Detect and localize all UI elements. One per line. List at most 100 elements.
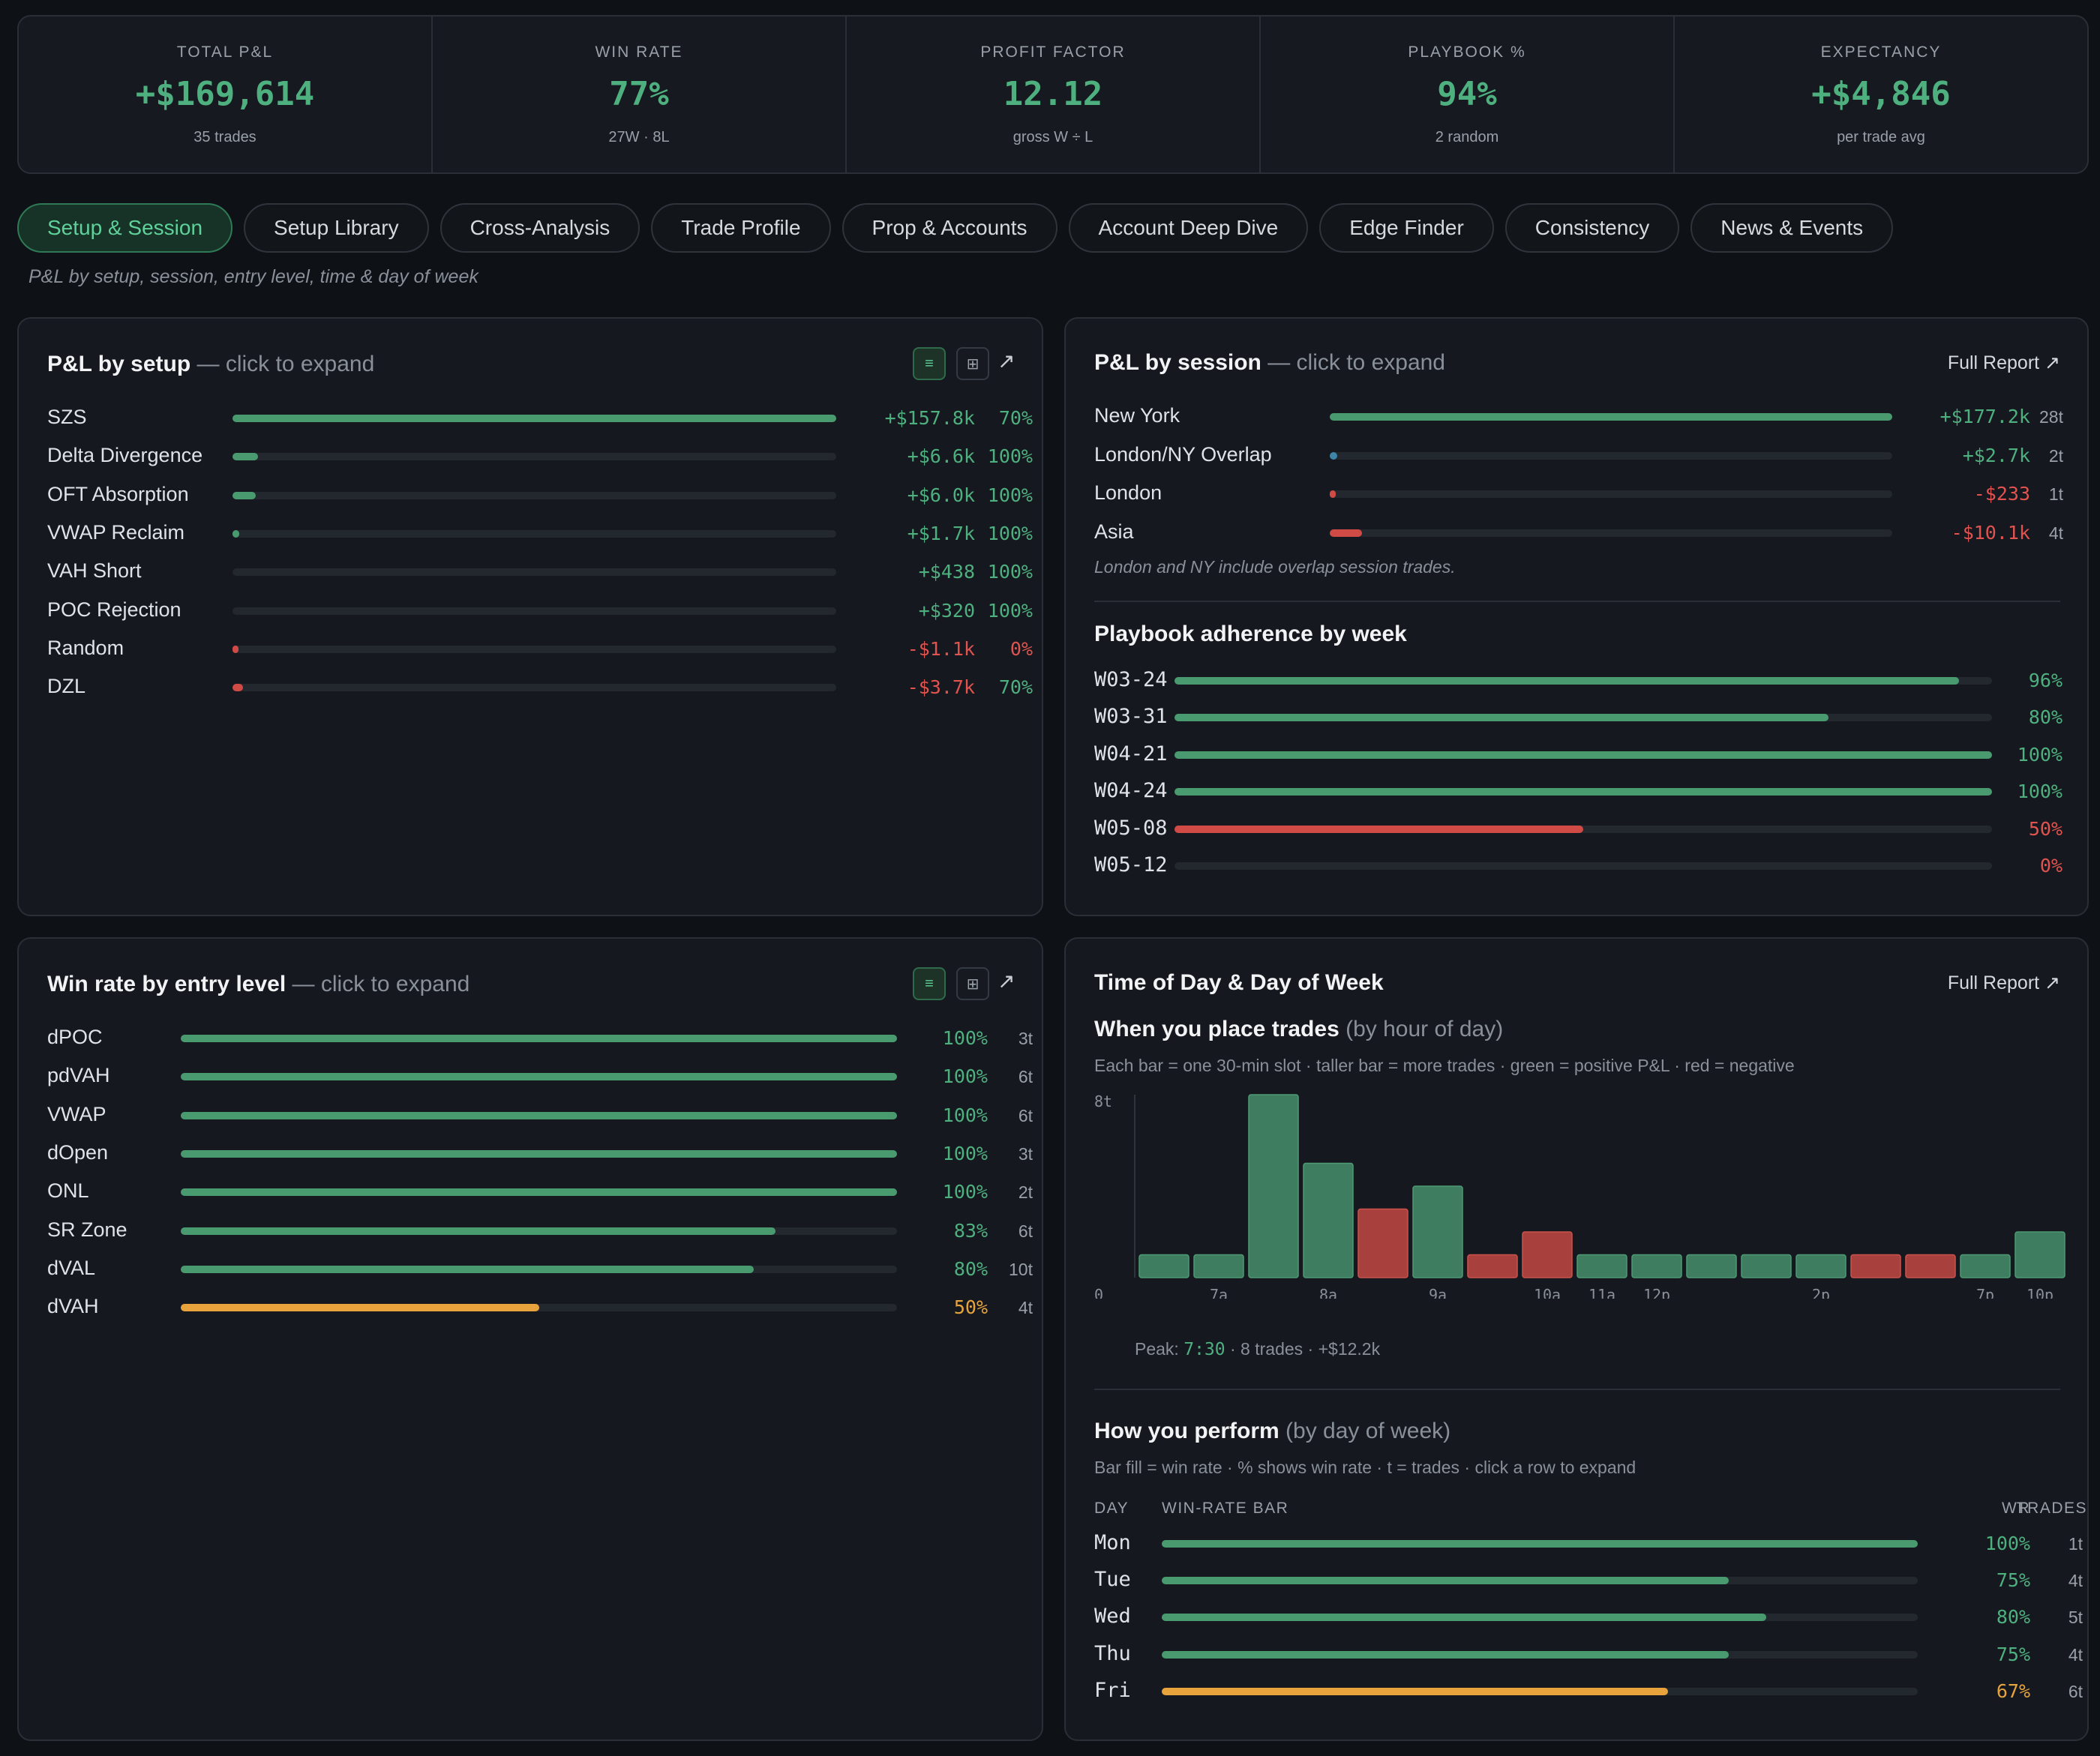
- hour-bar[interactable]: [1796, 1254, 1846, 1278]
- hour-bar[interactable]: [1138, 1254, 1190, 1278]
- hour-bar[interactable]: [1576, 1254, 1628, 1278]
- setup-row[interactable]: Delta Divergence +$6.6k 100%: [19, 444, 1042, 474]
- session-row-pnl: +$2.7k: [1962, 444, 2030, 466]
- pnl-by-session-panel[interactable]: P&L by session — click to expand Full Re…: [1064, 317, 2089, 916]
- hour-bar[interactable]: [1358, 1208, 1408, 1278]
- pnl-by-setup-panel[interactable]: P&L by setup — click to expand ≡ ⊞ ↗ SZS…: [17, 317, 1043, 916]
- list-view-icon[interactable]: ≡: [913, 347, 946, 380]
- session-row-bar-track: [1330, 529, 1892, 537]
- setup-row[interactable]: VWAP Reclaim +$1.7k 100%: [19, 521, 1042, 551]
- tab-edge-finder[interactable]: Edge Finder: [1319, 203, 1494, 253]
- grid-view-icon[interactable]: ⊞: [956, 347, 989, 380]
- hour-bar[interactable]: [1467, 1254, 1518, 1278]
- kpi-sub: 35 trades: [194, 129, 256, 145]
- list-view-icon[interactable]: ≡: [913, 967, 946, 1000]
- entry-row-bar-track: [181, 1111, 897, 1119]
- setup-row[interactable]: OFT Absorption +$6.0k 100%: [19, 483, 1042, 513]
- entry-row[interactable]: pdVAH 100% 6t: [19, 1064, 1042, 1094]
- panel-title-text: P&L by session: [1094, 350, 1262, 375]
- setup-row-pnl: +$157.8k: [884, 407, 975, 429]
- hour-bar[interactable]: [1686, 1254, 1737, 1278]
- hour-chart-title: When you place trades (by hour of day): [1094, 1017, 1503, 1042]
- entry-row-pct: 100%: [942, 1065, 988, 1088]
- y-tick-label: 0: [1094, 1286, 1103, 1299]
- expand-icon[interactable]: ↗: [998, 349, 1016, 373]
- day-row-trades: 6t: [2068, 1681, 2083, 1701]
- hour-bar[interactable]: [1248, 1094, 1299, 1278]
- peak-time: 7:30: [1184, 1340, 1226, 1359]
- entry-row[interactable]: ONL 100% 2t: [19, 1179, 1042, 1209]
- session-row[interactable]: London/NY Overlap +$2.7k 2t: [1066, 443, 2087, 473]
- session-row-trades: 28t: [2039, 407, 2063, 427]
- panel-title-hint: — click to expand: [292, 972, 470, 996]
- hour-bar[interactable]: [1741, 1254, 1792, 1278]
- kpi-win-rate: WIN RATE 77% 27W · 8L: [433, 16, 847, 172]
- day-row[interactable]: Fri 67% 6t: [1066, 1679, 2087, 1709]
- kpi-label: PLAYBOOK %: [1408, 43, 1526, 61]
- full-report-link[interactable]: Full Report ↗: [1947, 972, 2060, 993]
- section-divider: [1094, 1389, 2060, 1390]
- setup-row[interactable]: POC Rejection +$320 100%: [19, 598, 1042, 628]
- entry-row-bar-fill: [181, 1227, 776, 1235]
- win-rate-by-entry-panel[interactable]: Win rate by entry level — click to expan…: [17, 937, 1043, 1741]
- week-row-bar-track: [1174, 677, 1992, 685]
- tab-prop-accounts[interactable]: Prop & Accounts: [842, 203, 1058, 253]
- session-row[interactable]: London -$233 1t: [1066, 481, 2087, 511]
- hour-bar[interactable]: [1631, 1254, 1682, 1278]
- tab-consistency[interactable]: Consistency: [1504, 203, 1680, 253]
- hour-bar[interactable]: [1412, 1185, 1463, 1278]
- day-chart-title-hint: (by day of week): [1286, 1419, 1451, 1443]
- week-row-bar-track: [1174, 862, 1992, 870]
- day-row-bar-track: [1162, 1577, 1918, 1585]
- day-row[interactable]: Thu 75% 4t: [1066, 1642, 2087, 1672]
- entry-row[interactable]: dPOC 100% 3t: [19, 1026, 1042, 1056]
- setup-row[interactable]: SZS +$157.8k 70%: [19, 406, 1042, 436]
- session-row[interactable]: New York +$177.2k 28t: [1066, 404, 2087, 434]
- entry-row[interactable]: SR Zone 83% 6t: [19, 1218, 1042, 1248]
- entry-row-bar-track: [181, 1149, 897, 1158]
- week-row: W05-12 0%: [1066, 853, 2087, 883]
- tab-trade-profile[interactable]: Trade Profile: [651, 203, 831, 253]
- peak-label: Peak:: [1135, 1339, 1179, 1359]
- day-row-bar-fill: [1162, 1687, 1669, 1695]
- day-row[interactable]: Tue 75% 4t: [1066, 1568, 2087, 1598]
- hour-bar[interactable]: [1193, 1254, 1244, 1278]
- hour-bar[interactable]: [1905, 1254, 1956, 1278]
- setup-row-bar-track: [232, 684, 836, 692]
- grid-view-icon[interactable]: ⊞: [956, 967, 989, 1000]
- entry-row[interactable]: dOpen 100% 3t: [19, 1141, 1042, 1171]
- kpi-strip: TOTAL P&L +$169,614 35 trades WIN RATE 7…: [17, 15, 2089, 174]
- day-row-pct: 80%: [1996, 1606, 2030, 1629]
- day-row-pct: 75%: [1996, 1643, 2030, 1665]
- entry-row-bar-fill: [181, 1188, 897, 1197]
- day-row[interactable]: Mon 100% 1t: [1066, 1531, 2087, 1561]
- hour-bar[interactable]: [1522, 1231, 1573, 1278]
- session-row[interactable]: Asia -$10.1k 4t: [1066, 520, 2087, 550]
- setup-row[interactable]: DZL -$3.7k 70%: [19, 675, 1042, 705]
- setup-row[interactable]: VAH Short +$438 100%: [19, 559, 1042, 589]
- tab-cross-analysis[interactable]: Cross-Analysis: [440, 203, 640, 253]
- full-report-link[interactable]: Full Report ↗: [1947, 352, 2060, 373]
- hour-bar[interactable]: [1960, 1254, 2011, 1278]
- week-row-bar-track: [1174, 788, 1992, 796]
- day-row[interactable]: Wed 80% 5t: [1066, 1605, 2087, 1635]
- tab-news-events[interactable]: News & Events: [1690, 203, 1894, 253]
- setup-row[interactable]: Random -$1.1k 0%: [19, 637, 1042, 667]
- hour-bar[interactable]: [1303, 1162, 1354, 1278]
- hour-chart-title-text: When you place trades: [1094, 1017, 1340, 1041]
- entry-row[interactable]: VWAP 100% 6t: [19, 1103, 1042, 1133]
- setup-row-pnl: +$6.6k: [907, 445, 975, 468]
- week-row-label: W04-24: [1094, 779, 1168, 803]
- panel-title-hint: — click to expand: [1268, 350, 1445, 375]
- entry-row[interactable]: dVAH 50% 4t: [19, 1295, 1042, 1325]
- entry-row[interactable]: dVAL 80% 10t: [19, 1257, 1042, 1287]
- tab-setup-library[interactable]: Setup Library: [244, 203, 429, 253]
- hour-bar[interactable]: [2014, 1231, 2066, 1278]
- tab-setup-session[interactable]: Setup & Session: [17, 203, 233, 253]
- entry-row-bar-track: [181, 1227, 897, 1235]
- session-row-label: New York: [1094, 404, 1180, 427]
- tab-account-deep-dive[interactable]: Account Deep Dive: [1068, 203, 1309, 253]
- hour-bar[interactable]: [1850, 1254, 1901, 1278]
- expand-icon[interactable]: ↗: [998, 969, 1016, 993]
- week-row-label: W05-12: [1094, 853, 1168, 877]
